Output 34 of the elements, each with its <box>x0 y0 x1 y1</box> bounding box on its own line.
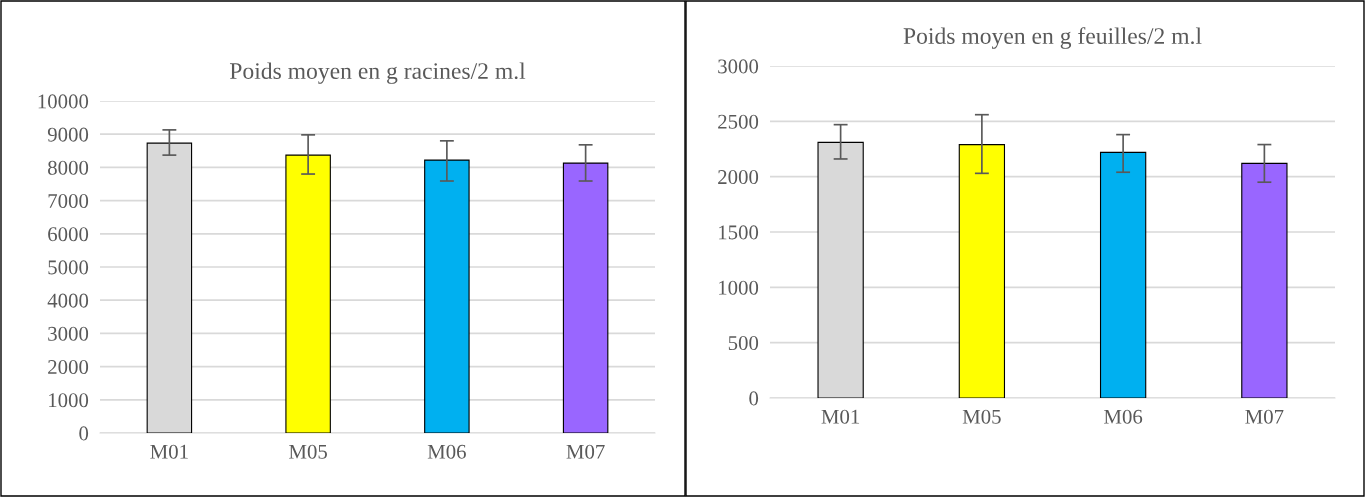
y-tick-label: 3000 <box>718 59 759 74</box>
bar <box>958 144 1006 398</box>
x-tick-label: M06 <box>1104 409 1143 424</box>
bar <box>1099 151 1147 398</box>
y-tick-label: 3000 <box>48 326 89 341</box>
y-tick-label: 1000 <box>719 280 759 295</box>
y-tick-label: 2000 <box>718 170 759 185</box>
x-tick-label: M05 <box>962 409 1001 424</box>
y-tick-label: 2000 <box>48 359 89 375</box>
y-tick-label: 8000 <box>48 160 89 175</box>
y-tick-label: 0 <box>79 426 89 441</box>
y-tick-label: 4000 <box>47 293 89 308</box>
x-tick-label: M05 <box>289 444 327 459</box>
bar <box>424 159 470 433</box>
x-tick-label: M07 <box>1245 409 1284 424</box>
x-tick-label: M01 <box>150 444 188 459</box>
y-tick-label: 6000 <box>48 227 89 242</box>
chart-title: Poids moyen en g feuilles/2 m.l <box>903 27 1202 49</box>
y-tick-label: 500 <box>728 336 759 351</box>
bar <box>1241 162 1288 398</box>
x-tick-label: M06 <box>427 444 466 459</box>
y-tick-label: 2500 <box>718 114 759 129</box>
y-tick-label: 10000 <box>38 94 89 109</box>
x-tick-label: M07 <box>566 444 605 459</box>
x-tick-label: M01 <box>821 409 860 424</box>
y-tick-label: 7000 <box>48 193 89 209</box>
chart-title: Poids moyen en g racines/2 m.l <box>229 62 526 84</box>
bar <box>285 154 331 433</box>
bar <box>562 162 609 433</box>
y-tick-label: 1000 <box>49 393 89 408</box>
y-tick-label: 9000 <box>47 127 89 142</box>
y-tick-label: 0 <box>749 391 759 406</box>
y-tick-label: 1500 <box>719 225 759 240</box>
y-tick-label: 5000 <box>48 260 89 275</box>
